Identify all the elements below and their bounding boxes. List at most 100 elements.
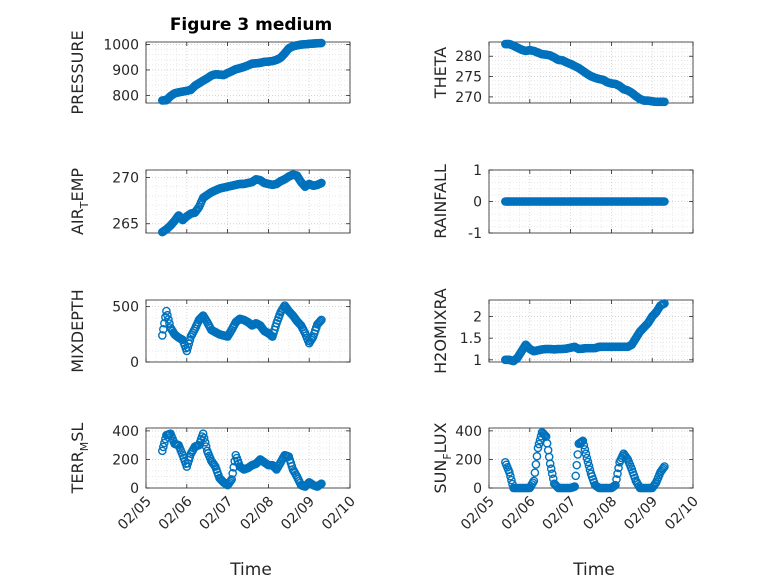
data-point <box>531 460 541 469</box>
axes-box <box>145 169 351 234</box>
y-tick-label: 265 <box>112 217 139 233</box>
data-point <box>535 435 545 445</box>
data-point <box>659 463 668 473</box>
y-tick-label: 0 <box>130 481 139 497</box>
data-point <box>158 446 167 456</box>
data-point <box>198 429 208 439</box>
data-point <box>578 436 588 446</box>
data-point <box>227 475 236 484</box>
y-tick-label: 275 <box>455 70 482 86</box>
data-point <box>611 480 620 490</box>
data-point <box>163 310 172 320</box>
data-point <box>547 469 557 479</box>
data-point <box>317 315 326 325</box>
data-point <box>545 459 555 469</box>
data-point <box>226 476 235 486</box>
data-point <box>185 335 195 345</box>
data-point <box>507 475 516 485</box>
y-axis-label: THETA <box>431 47 450 99</box>
data-point <box>571 471 581 481</box>
data-point <box>317 178 326 188</box>
x-tick-label: 02/10 <box>662 494 702 534</box>
y-tick-label: 1000 <box>103 38 139 54</box>
subplot-air-temp: 265 270 AIRTEMP <box>68 168 351 237</box>
figure-title: Figure 3 medium <box>170 15 332 35</box>
data-point <box>159 442 168 452</box>
data-point <box>315 317 324 327</box>
y-axis-label: SUNFLUX <box>431 422 454 493</box>
data-point <box>532 451 542 461</box>
data-point <box>199 433 209 443</box>
y-tick-label: 0 <box>473 481 482 497</box>
y-tick-label: 200 <box>112 452 139 468</box>
y-tick-label: 400 <box>455 424 482 440</box>
y-axis-label: TERRMSL <box>68 423 91 495</box>
y-tick-label: 0 <box>130 355 139 371</box>
axes-box <box>488 299 694 363</box>
data-point <box>613 469 622 479</box>
axes-box <box>488 427 694 489</box>
data-point <box>529 476 539 486</box>
data-point <box>530 468 540 477</box>
subplot-mixdepth: 0 500 MIXDEPTH <box>68 289 351 373</box>
y-tick-label: 1 <box>473 163 482 179</box>
y-tick-label: 800 <box>112 88 139 104</box>
axes-box <box>145 299 351 363</box>
data-point <box>317 38 326 48</box>
data-point <box>160 438 169 448</box>
x-tick-label: 02/06 <box>156 493 196 533</box>
y-tick-label: 280 <box>455 49 482 65</box>
data-point <box>584 461 594 471</box>
axes-box <box>145 41 351 104</box>
subplot-terr-msl: 0 200 400 TERRMSL 02/05 02/06 02/07 02/08 02/09 0… <box>68 423 359 534</box>
axes-box <box>145 427 351 489</box>
x-tick-label: 02/06 <box>499 493 539 533</box>
data-point <box>317 479 326 489</box>
data-point <box>660 299 669 308</box>
x-axis-label-right: Time <box>572 560 615 580</box>
data-point <box>210 460 219 470</box>
x-tick-label: 02/05 <box>458 494 498 534</box>
y-tick-label: 1.5 <box>460 331 482 347</box>
data-point <box>546 464 556 474</box>
data-point <box>534 439 544 449</box>
y-tick-label: 270 <box>112 170 139 186</box>
y-axis-label: MIXDEPTH <box>68 289 87 372</box>
data-point <box>165 319 174 328</box>
data-point <box>612 475 621 484</box>
y-tick-label: 2 <box>473 309 482 325</box>
data-point <box>540 431 550 440</box>
y-tick-label: 1 <box>473 353 482 369</box>
data-point <box>579 440 589 450</box>
y-tick-label: 270 <box>455 90 482 106</box>
data-point <box>533 443 543 453</box>
y-axis-label: AIRTEMP <box>68 168 91 235</box>
x-tick-label: 02/10 <box>319 494 359 534</box>
x-tick-label: 02/08 <box>237 494 277 534</box>
y-tick-label: 900 <box>112 63 139 79</box>
y-tick-label: 500 <box>112 300 139 316</box>
y-tick-label: 400 <box>112 424 139 440</box>
y-axis-label: H2OMIXRA <box>431 288 450 374</box>
axes-box <box>488 169 694 234</box>
y-tick-label: -1 <box>468 226 482 242</box>
x-axis-label-left: Time <box>229 560 272 580</box>
data-point <box>316 316 325 326</box>
data-point <box>200 437 210 447</box>
data-point <box>228 469 237 478</box>
x-tick-label: 02/07 <box>540 494 580 534</box>
y-tick-label: 0 <box>473 195 482 211</box>
data-point <box>660 197 669 206</box>
y-tick-label: 200 <box>455 452 482 468</box>
axes-box <box>488 41 694 104</box>
data-point <box>570 482 579 491</box>
data-point <box>506 471 515 481</box>
x-tick-label: 02/09 <box>621 494 661 534</box>
y-axis-label: PRESSURE <box>68 30 87 114</box>
data-point <box>580 445 590 454</box>
data-point <box>660 97 669 107</box>
data-point <box>572 460 582 470</box>
subplot-rainfall: -1 0 1 RAINFALL <box>431 163 694 242</box>
